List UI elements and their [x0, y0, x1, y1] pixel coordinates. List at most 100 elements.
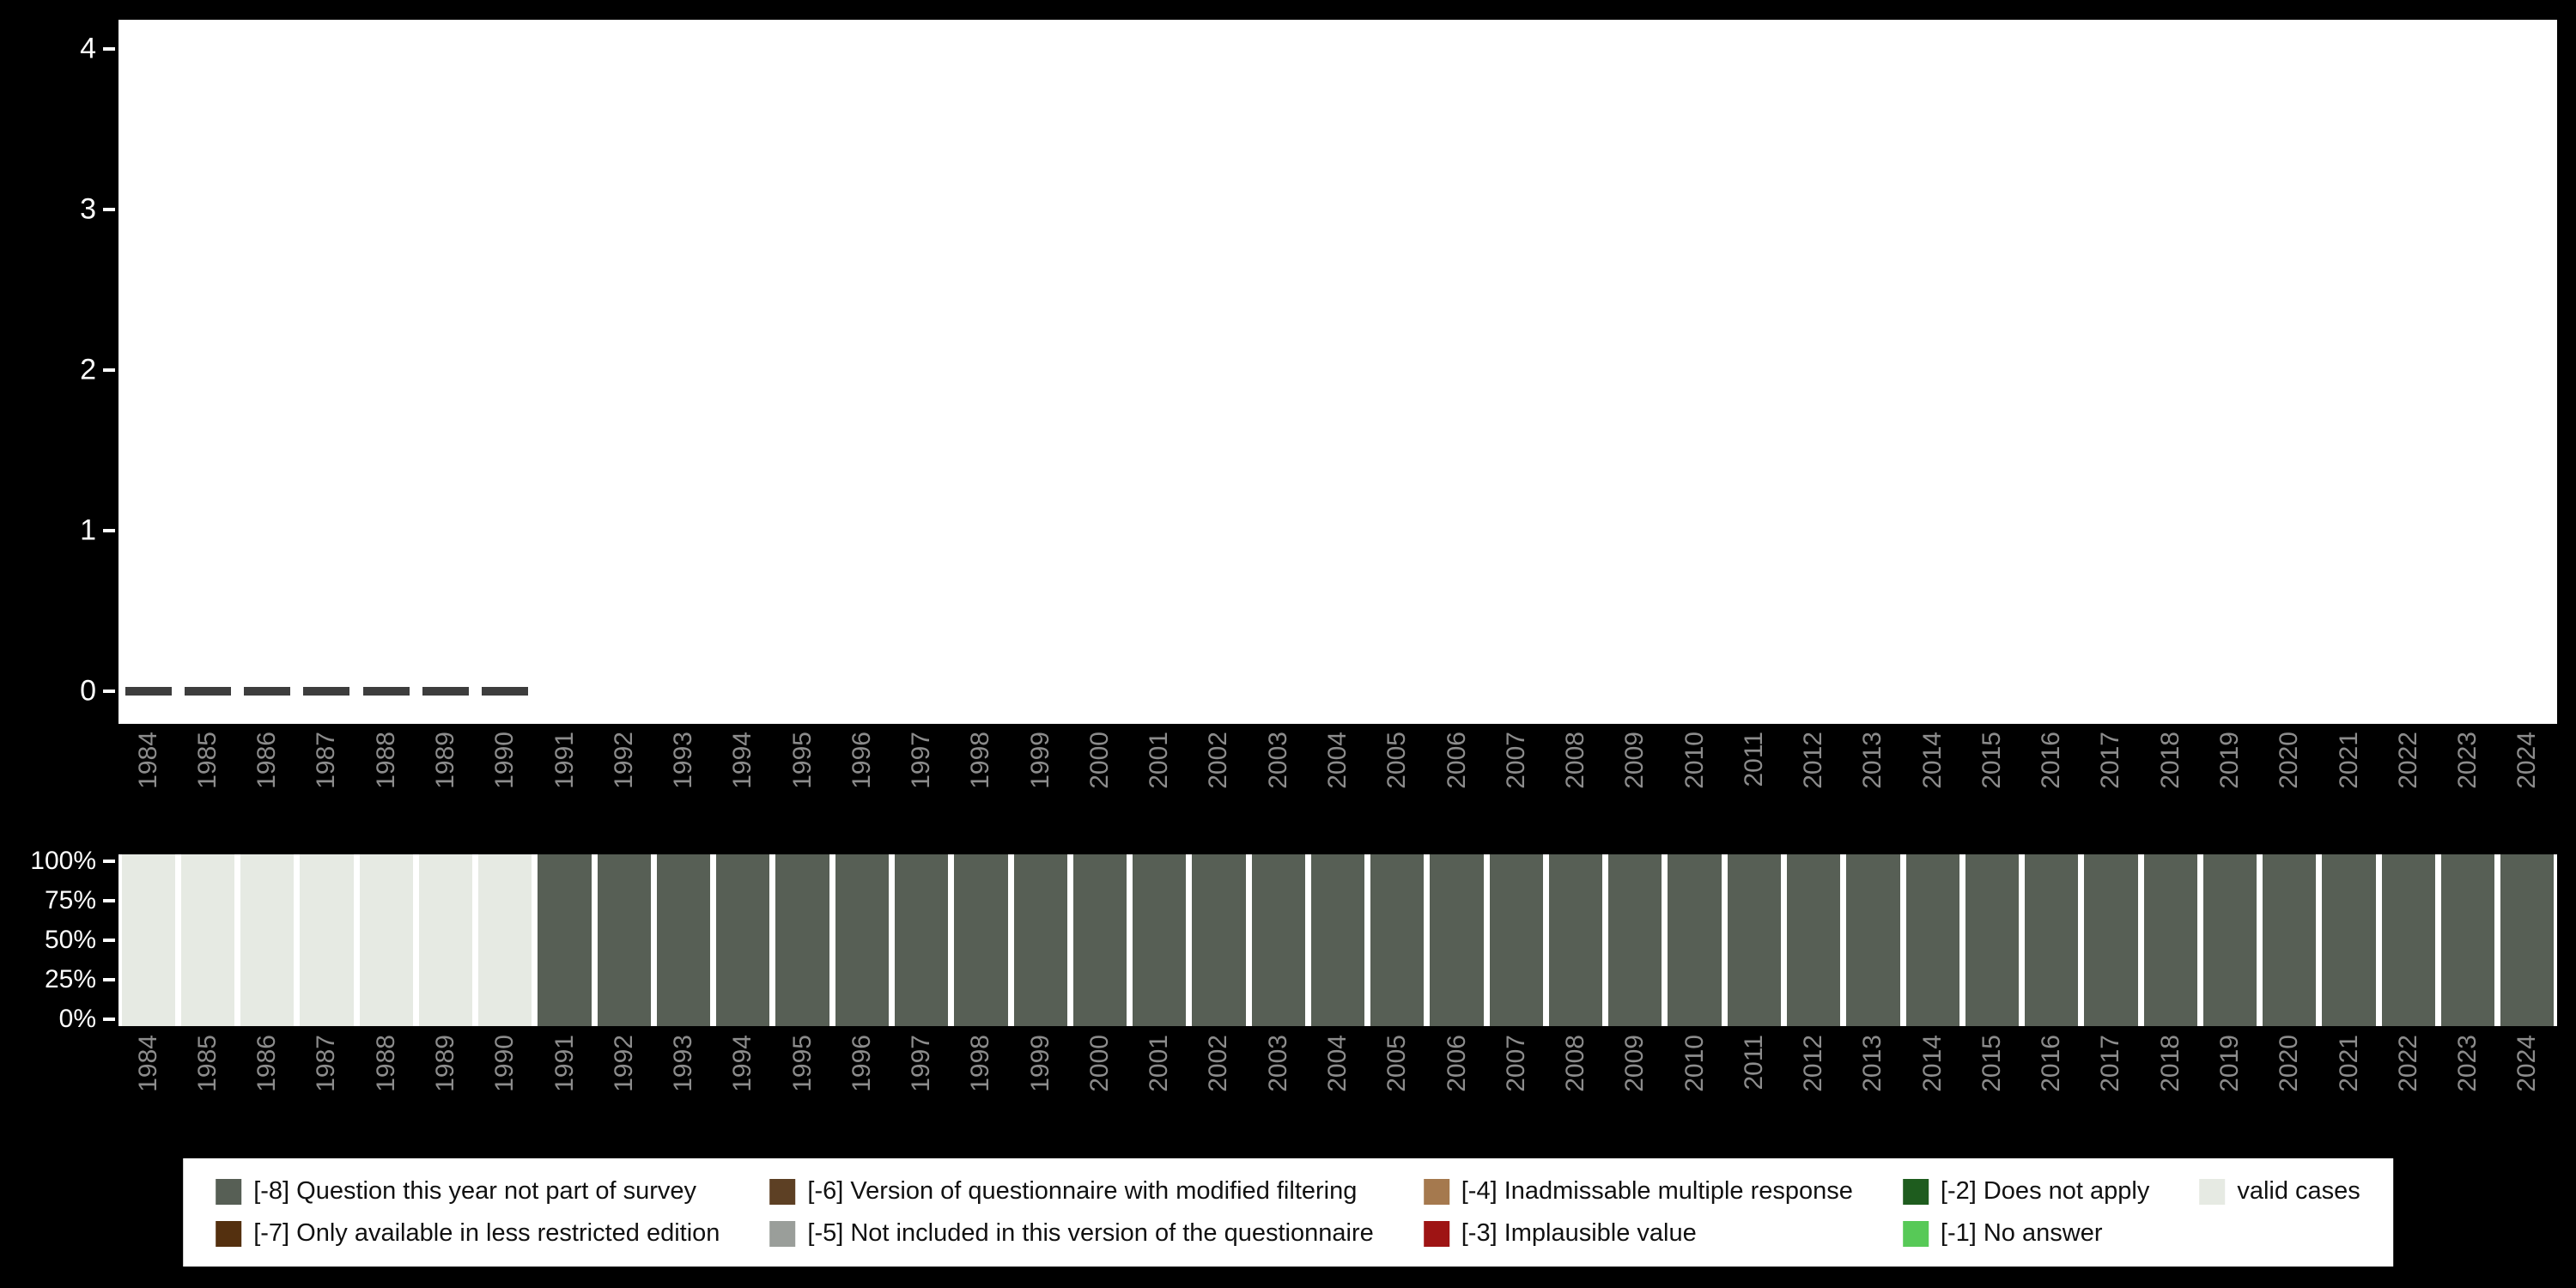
bar — [1489, 854, 1543, 1026]
year-label: 2017 — [2081, 732, 2141, 824]
year-label-text: 1996 — [847, 732, 876, 789]
year-label: 2016 — [2022, 732, 2081, 824]
year-label: 2008 — [1546, 732, 1605, 824]
year-label-text: 2004 — [1322, 732, 1352, 789]
bar — [1072, 854, 1127, 1026]
year-label-text: 2016 — [2037, 732, 2066, 789]
year-label: 2006 — [1427, 732, 1486, 824]
data-point-dash — [482, 687, 529, 696]
legend-label: [-3] Implausible value — [1461, 1219, 1697, 1247]
year-label-text: 1992 — [609, 1035, 638, 1092]
year-label: 2014 — [1903, 1035, 1962, 1127]
year-label: 1991 — [535, 1035, 594, 1127]
bottom-ytick-mark — [103, 978, 115, 981]
year-label: 2010 — [1665, 732, 1724, 824]
year-label: 1988 — [356, 1035, 416, 1127]
year-label: 2019 — [2200, 1035, 2259, 1127]
data-point-dash — [184, 687, 231, 696]
bar — [2025, 854, 2079, 1026]
year-label: 2004 — [1308, 732, 1367, 824]
year-label-text: 2003 — [1263, 1035, 1292, 1092]
year-label-text: 2021 — [2334, 1035, 2363, 1092]
bar — [478, 854, 532, 1026]
top-ytick-label: 1 — [80, 513, 96, 547]
legend-label: [-4] Inadmissable multiple response — [1461, 1177, 1853, 1205]
year-label: 2005 — [1368, 732, 1427, 824]
year-label-text: 2003 — [1263, 732, 1292, 789]
year-label-text: 1989 — [430, 1035, 459, 1092]
year-label-text: 2008 — [1561, 1035, 1590, 1092]
year-label-text: 2023 — [2453, 1035, 2482, 1092]
legend-item: [-8] Question this year not part of surv… — [216, 1177, 720, 1206]
bottom-ytick-label: 50% — [44, 926, 96, 954]
bar — [2143, 854, 2197, 1026]
legend-item: valid cases — [2199, 1177, 2360, 1206]
year-label-text: 2018 — [2155, 732, 2184, 789]
year-label: 2009 — [1606, 1035, 1665, 1127]
year-label-text: 1985 — [192, 1035, 222, 1092]
bar — [2440, 854, 2495, 1026]
year-label: 2022 — [2379, 732, 2438, 824]
year-label-text: 2017 — [2096, 732, 2125, 789]
year-label: 1995 — [773, 732, 832, 824]
top-ytick-mark — [103, 368, 115, 372]
year-label: 2007 — [1486, 732, 1546, 824]
year-label: 2011 — [1724, 732, 1783, 824]
legend-item: [-4] Inadmissable multiple response — [1423, 1177, 1853, 1206]
year-label: 2007 — [1486, 1035, 1546, 1127]
year-label-text: 2005 — [1382, 732, 1412, 789]
year-label-text: 1992 — [609, 732, 638, 789]
year-label: 1992 — [594, 732, 653, 824]
bar — [1727, 854, 1781, 1026]
year-label: 1990 — [476, 1035, 535, 1127]
bar — [1310, 854, 1365, 1026]
year-label: 1999 — [1011, 732, 1070, 824]
bar — [2263, 854, 2317, 1026]
bottom-plot-area — [118, 854, 2557, 1026]
legend-item: [-2] Does not apply — [1902, 1177, 2149, 1206]
year-label: 2023 — [2438, 732, 2497, 824]
year-label: 1999 — [1011, 1035, 1070, 1127]
year-label: 2022 — [2379, 1035, 2438, 1127]
top-ytick-label: 4 — [80, 32, 96, 65]
year-label: 2009 — [1606, 732, 1665, 824]
top-ytick-mark — [103, 208, 115, 211]
legend-item: [-7] Only available in less restricted e… — [216, 1219, 720, 1248]
year-label-text: 2024 — [2512, 1035, 2542, 1092]
bar — [180, 854, 235, 1026]
bar — [1192, 854, 1246, 1026]
year-label: 1989 — [416, 732, 475, 824]
year-label: 2005 — [1368, 1035, 1427, 1127]
year-label: 2000 — [1070, 1035, 1129, 1127]
year-label-text: 2014 — [1917, 1035, 1947, 1092]
year-label-text: 1987 — [312, 1035, 341, 1092]
bar — [1251, 854, 1305, 1026]
year-label-text: 1997 — [907, 1035, 936, 1092]
top-plot-area — [118, 20, 2557, 724]
year-label: 1993 — [653, 1035, 713, 1127]
year-label-text: 1998 — [966, 1035, 995, 1092]
year-label-text: 2005 — [1382, 1035, 1412, 1092]
year-label-text: 2015 — [1977, 1035, 2006, 1092]
year-label-text: 1993 — [669, 1035, 698, 1092]
year-label: 2015 — [1962, 1035, 2021, 1127]
year-label-text: 2001 — [1145, 732, 1174, 789]
bar — [300, 854, 354, 1026]
year-label-text: 2019 — [2215, 1035, 2244, 1092]
year-label: 1988 — [356, 732, 416, 824]
year-label-text: 1995 — [787, 732, 817, 789]
top-ytick-label: 2 — [80, 353, 96, 386]
year-label-text: 2000 — [1084, 732, 1114, 789]
year-label-text: 2020 — [2275, 1035, 2304, 1092]
year-label: 1986 — [238, 732, 297, 824]
year-label-text: 2020 — [2275, 732, 2304, 789]
year-label: 2014 — [1903, 732, 1962, 824]
bottom-ytick-mark — [103, 939, 115, 942]
year-label-text: 2013 — [1858, 1035, 1887, 1092]
year-label: 1984 — [118, 1035, 178, 1127]
year-label: 1993 — [653, 732, 713, 824]
year-label-text: 2016 — [2037, 1035, 2066, 1092]
year-label-text: 1990 — [490, 732, 519, 789]
top-ytick-label: 0 — [80, 674, 96, 708]
